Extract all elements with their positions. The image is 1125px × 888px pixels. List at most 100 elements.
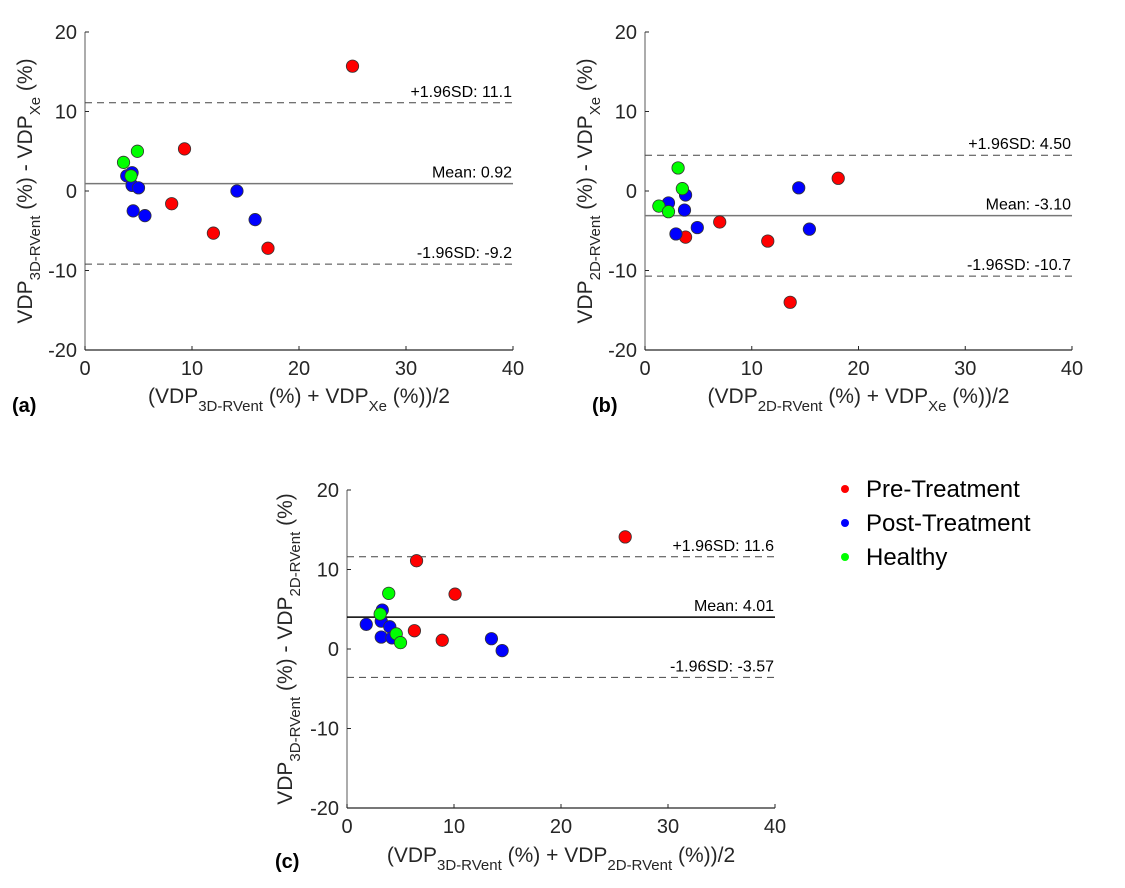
data-point: [407, 624, 422, 638]
x-tick-label: 40: [1061, 358, 1083, 380]
data-point: [177, 142, 192, 156]
x-axis-title-main: (VDP: [387, 844, 437, 867]
x-axis-title-mid: (%) + VDP: [822, 385, 928, 408]
y-tick-label: -10: [608, 261, 637, 283]
data-point: [393, 636, 408, 650]
y-tick-label: -10: [310, 719, 339, 741]
x-tick-label: 30: [954, 358, 976, 380]
x-tick-label: 0: [341, 816, 352, 838]
mean-label: Mean: 0.92: [432, 165, 512, 182]
x-tick-label: 20: [550, 816, 572, 838]
x-axis-title-sub2: 2D-RVent: [607, 857, 673, 874]
x-tick-label: 10: [741, 358, 763, 380]
y-axis-title-sub1: 2D-RVent: [587, 215, 604, 281]
x-axis-title-sub1: 3D-RVent: [198, 398, 264, 415]
y-axis-title-end: (%): [14, 58, 37, 97]
lower-loa-label: -1.96SD: -3.57: [670, 658, 774, 675]
legend-marker: [841, 485, 849, 493]
legend-marker: [841, 553, 849, 561]
y-axis-title-sub1: 3D-RVent: [287, 696, 304, 762]
y-tick-label: -20: [608, 340, 637, 362]
x-tick-label: 10: [443, 816, 465, 838]
upper-loa-label: +1.96SD: 4.50: [968, 136, 1071, 153]
series-pre-treatment: [407, 530, 632, 647]
legend-label: Healthy: [866, 544, 947, 571]
x-axis-title-mid: (%) + VDP: [502, 844, 608, 867]
chart-panel-1: 0 10 20 30 40 20 10 0 -10 -20 +1.96SD: 11.1 Mean: 0…: [12, 22, 524, 417]
x-tick-label: 30: [395, 358, 417, 380]
legend-item: Post-Treatment: [841, 510, 1031, 537]
data-point: [484, 632, 499, 646]
x-tick-label: 10: [181, 358, 203, 380]
data-point: [802, 222, 816, 236]
chart-panel-3: 0 10 20 30 40 20 10 0 -10 -20 +1.96SD: 11.6 Mean: 4…: [274, 480, 786, 874]
upper-loa-label: +1.96SD: 11.6: [672, 538, 774, 555]
data-point: [435, 633, 449, 647]
series-healthy: [373, 586, 408, 650]
x-axis-title-sub2: Xe: [369, 398, 387, 415]
x-axis-title-end: (%))/2: [946, 385, 1009, 408]
x-tick-label: 0: [639, 358, 650, 380]
y-axis-title-sub1: 3D-RVent: [27, 215, 44, 281]
x-axis-title-sub1: 2D-RVent: [758, 398, 824, 415]
x-tick-label: 40: [502, 358, 524, 380]
data-point: [124, 169, 138, 183]
y-tick-label: 10: [317, 560, 339, 582]
series-healthy: [116, 144, 145, 183]
x-axis-title-main: (VDP: [708, 385, 758, 408]
data-point: [690, 220, 704, 235]
y-axis-title-mid: (%) - VDP: [274, 596, 297, 696]
lower-loa-label: -1.96SD: -9.2: [417, 245, 512, 262]
data-point: [165, 197, 179, 211]
chart-panel-2: 0 10 20 30 40 20 10 0 -10 -20 +1.96SD: 4.50 Mean: -…: [574, 22, 1083, 417]
data-point: [206, 226, 220, 240]
y-axis-title-main: VDP: [574, 280, 597, 323]
series-pre-treatment: [678, 171, 845, 309]
data-point: [409, 554, 424, 568]
y-tick-label: 10: [55, 102, 77, 124]
x-axis-title-end: (%))/2: [672, 844, 735, 867]
data-point: [345, 59, 360, 73]
x-axis-title-end: (%))/2: [387, 385, 450, 408]
data-point: [248, 213, 262, 227]
series-post-treatment: [120, 166, 262, 227]
y-axis-title-sub2: 2D-RVent: [287, 531, 304, 597]
x-tick-label: 20: [847, 358, 869, 380]
data-point: [359, 617, 373, 631]
legend-label: Post-Treatment: [866, 510, 1031, 537]
y-tick-label: 10: [615, 102, 637, 124]
x-tick-label: 30: [657, 816, 679, 838]
x-axis-title-sub1: 3D-RVent: [437, 857, 503, 874]
mean-label: Mean: -3.10: [986, 197, 1071, 214]
data-point: [230, 184, 244, 198]
upper-loa-label: +1.96SD: 11.1: [410, 84, 512, 101]
x-tick-label: 40: [764, 816, 786, 838]
data-point: [261, 241, 275, 255]
panel-label: (a): [12, 395, 36, 417]
data-point: [761, 234, 775, 248]
lower-loa-label: -1.96SD: -10.7: [967, 257, 1071, 274]
y-axis-title: VDP3D-RVent (%) - VDP2D-RVent (%): [274, 493, 304, 805]
x-tick-label: 20: [288, 358, 310, 380]
data-point: [661, 205, 676, 219]
data-point: [671, 161, 685, 175]
legend-item: Healthy: [841, 544, 947, 571]
y-tick-label: 0: [626, 181, 637, 203]
y-tick-label: 20: [317, 480, 339, 502]
legend-label: Pre-Treatment: [866, 476, 1020, 503]
data-point: [126, 204, 140, 218]
y-tick-label: -10: [48, 261, 77, 283]
series-post-treatment: [661, 181, 816, 241]
panel-label: (c): [275, 851, 299, 873]
data-point: [116, 155, 131, 169]
data-point: [131, 181, 146, 195]
data-point: [713, 215, 727, 229]
data-point: [831, 171, 845, 185]
data-point: [783, 295, 797, 309]
y-axis-title-main: VDP: [274, 762, 297, 805]
data-point: [677, 203, 692, 217]
x-axis-title: (VDP3D-RVent (%) + VDP2D-RVent (%))/2: [387, 844, 735, 874]
y-tick-label: 20: [55, 22, 77, 44]
data-point: [669, 227, 683, 241]
